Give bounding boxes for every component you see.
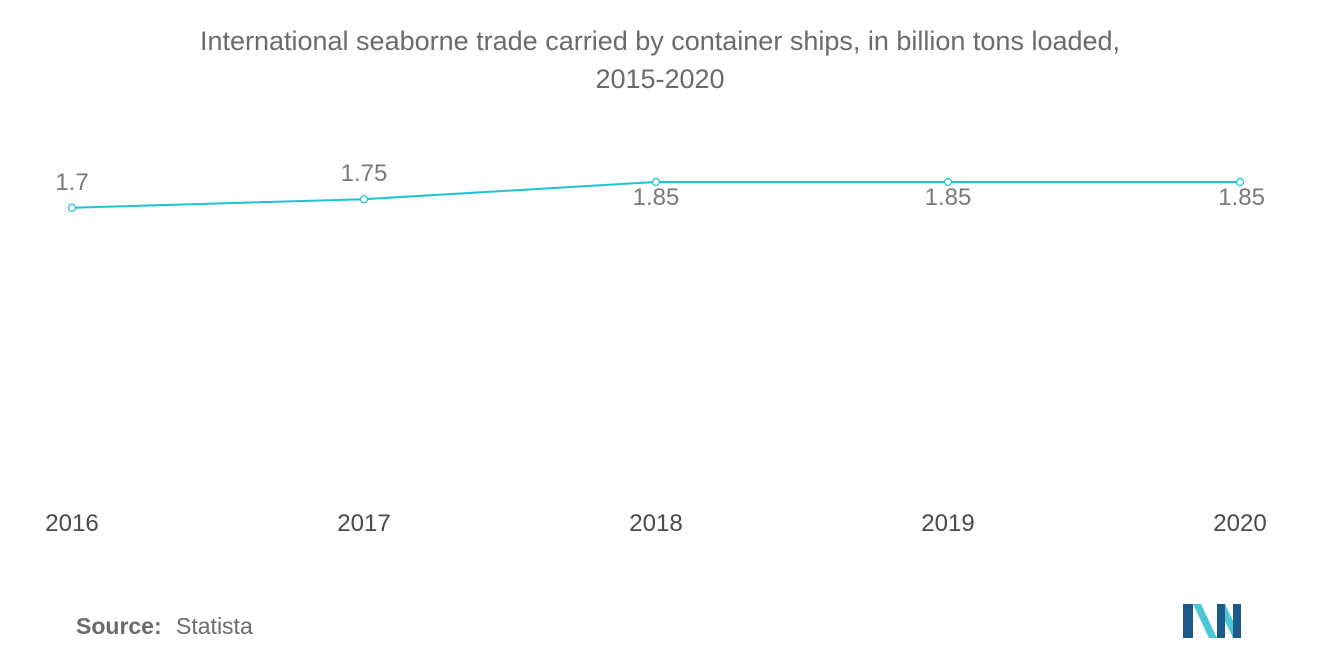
chart-title-line1: International seaborne trade carried by …: [199, 26, 1121, 56]
line-chart: 1.7 1.75 1.85 1.85 1.85 2016 2017 2018 2019 2020: [45, 160, 1266, 537]
data-label: 1.85: [925, 184, 972, 211]
x-tick-label: 2016: [45, 510, 98, 537]
data-labels-layer: 1.7 1.75 1.85 1.85 1.85: [55, 160, 1265, 211]
mordor-intelligence-logo-icon: [1183, 604, 1241, 638]
source-value: Statista: [176, 613, 253, 639]
x-tick-label: 2018: [629, 510, 682, 537]
data-point: [651, 177, 661, 187]
x-tick-label: 2019: [921, 510, 974, 537]
data-label: 1.85: [1218, 184, 1265, 211]
data-point: [943, 177, 953, 187]
chart-title: International seaborne trade carried by …: [60, 22, 1260, 98]
x-tick-label: 2017: [337, 510, 390, 537]
data-label: 1.75: [341, 160, 388, 187]
data-label: 1.7: [55, 169, 88, 196]
data-point: [359, 195, 369, 204]
chart-subtitle: 2015-2020: [595, 64, 725, 94]
x-axis-ticks: 2016 2017 2018 2019 2020: [45, 510, 1266, 537]
data-point: [67, 203, 77, 212]
source-note: Source: Statista: [76, 613, 253, 640]
source-label: Source:: [76, 613, 162, 639]
x-tick-label: 2020: [1213, 510, 1266, 537]
data-point: [1235, 177, 1245, 187]
data-label: 1.85: [633, 184, 680, 211]
series-layer: [67, 177, 1245, 212]
